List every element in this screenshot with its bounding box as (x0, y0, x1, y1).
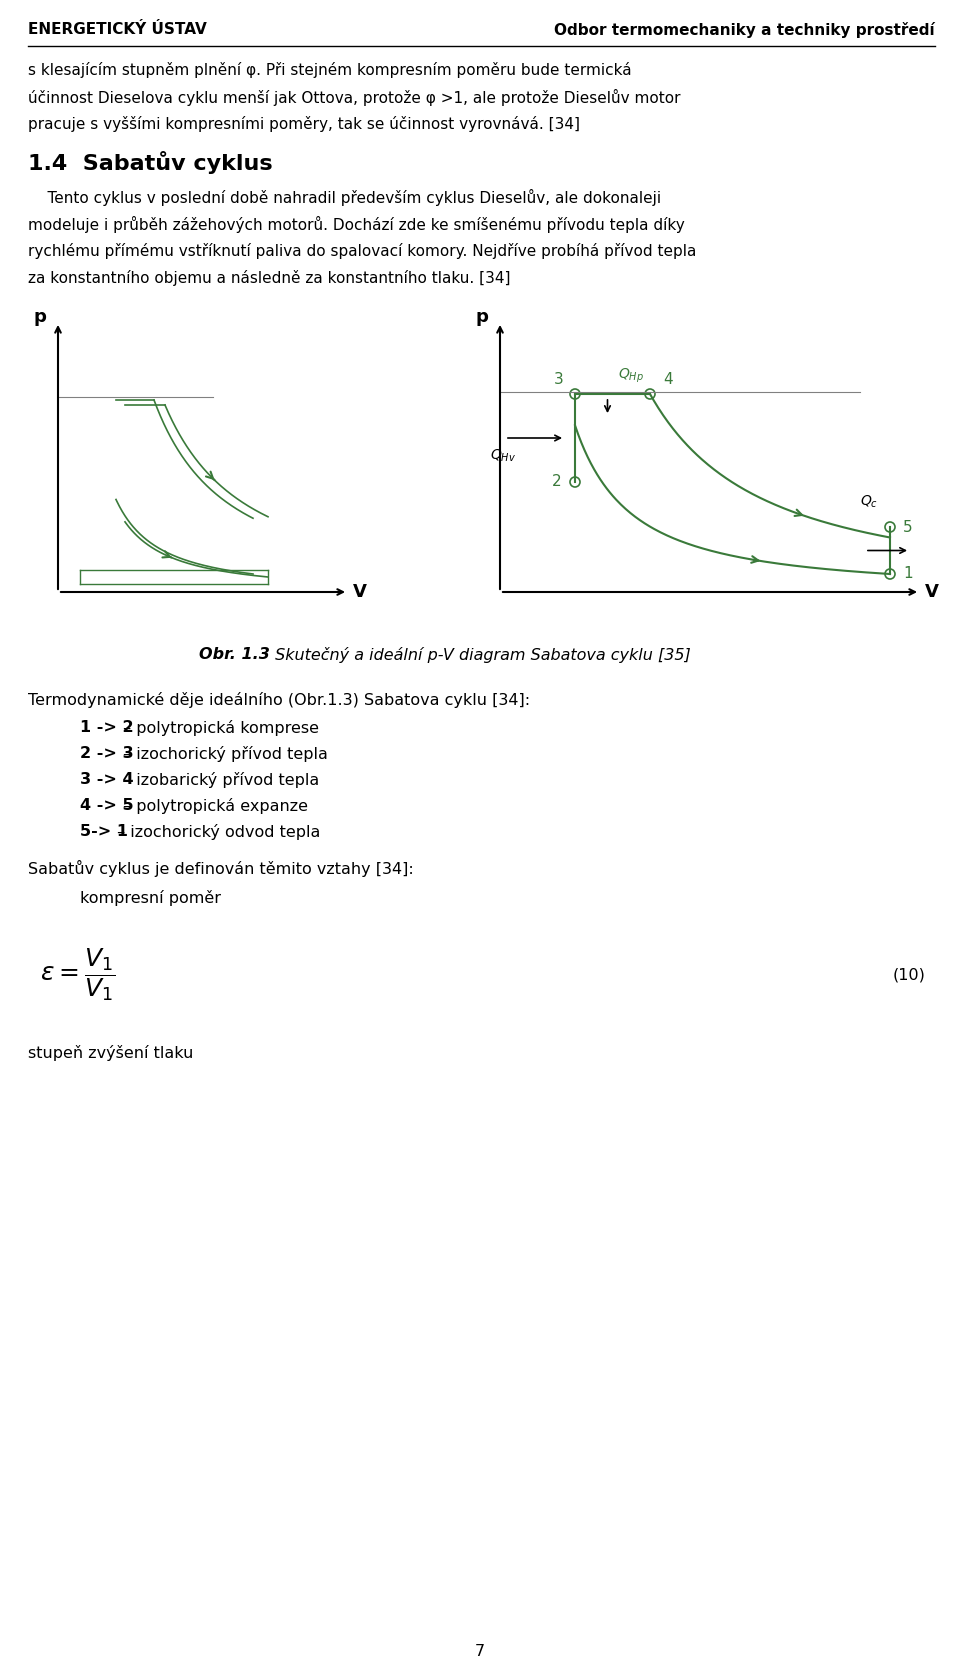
Text: 5: 5 (903, 520, 913, 535)
Text: 2: 2 (552, 475, 562, 490)
Text: rychlému přímému vstříknutí paliva do spalovací komory. Nejdříve probíhá přívod : rychlému přímému vstříknutí paliva do sp… (28, 242, 696, 259)
Text: – izobarický přívod tepla: – izobarický přívod tepla (118, 772, 320, 789)
Text: $Q_c$: $Q_c$ (860, 495, 878, 510)
Text: 1: 1 (903, 566, 913, 582)
Text: $Q_{Hp}$: $Q_{Hp}$ (617, 368, 643, 384)
Text: – polytropická komprese: – polytropická komprese (118, 720, 320, 735)
Text: 1.4  Sabatův cyklus: 1.4 Sabatův cyklus (28, 150, 273, 174)
Text: Tento cyklus v poslední době nahradil především cyklus Dieselův, ale dokonaleji: Tento cyklus v poslední době nahradil př… (28, 189, 661, 206)
Text: 3 -> 4: 3 -> 4 (80, 772, 133, 787)
Text: – izochorický přívod tepla: – izochorický přívod tepla (118, 745, 328, 762)
Text: s klesajícím stupněm plnění φ. Při stejném kompresním poměru bude termická: s klesajícím stupněm plnění φ. Při stejn… (28, 62, 632, 79)
Text: za konstantního objemu a následně za konstantního tlaku. [34]: za konstantního objemu a následně za kon… (28, 271, 511, 286)
Text: 3: 3 (554, 373, 564, 388)
Text: účinnost Dieselova cyklu menší jak Ottova, protože φ >1, ale protože Dieselův mo: účinnost Dieselova cyklu menší jak Ottov… (28, 89, 681, 105)
Text: pracuje s vyššími kompresními poměry, tak se účinnost vyrovnává. [34]: pracuje s vyššími kompresními poměry, ta… (28, 115, 580, 132)
Text: – izochorický odvod tepla: – izochorický odvod tepla (112, 824, 321, 841)
Text: Obr. 1.3: Obr. 1.3 (199, 647, 270, 662)
Text: Termodynamické děje ideálního (Obr.1.3) Sabatova cyklu [34]:: Termodynamické děje ideálního (Obr.1.3) … (28, 692, 530, 709)
Text: – polytropická expanze: – polytropická expanze (118, 799, 308, 814)
Text: modeluje i průběh zážehových motorů. Dochází zde ke smíšenému přívodu tepla díky: modeluje i průběh zážehových motorů. Doc… (28, 216, 684, 232)
Text: $Q_{Hv}$: $Q_{Hv}$ (490, 448, 516, 465)
Text: V: V (925, 583, 939, 602)
Text: kompresní poměr: kompresní poměr (80, 891, 221, 906)
Text: p: p (34, 307, 46, 326)
Text: p: p (475, 307, 489, 326)
Text: $\varepsilon = \dfrac{V_{1}}{V_{1}}$: $\varepsilon = \dfrac{V_{1}}{V_{1}}$ (40, 947, 115, 1003)
Text: 1 -> 2: 1 -> 2 (80, 720, 133, 735)
Text: Skutečný a ideální p-V diagram Sabatova cyklu [35]: Skutečný a ideální p-V diagram Sabatova … (270, 647, 691, 663)
Text: 5-> 1: 5-> 1 (80, 824, 128, 839)
Text: 7: 7 (475, 1644, 485, 1659)
Text: ENERGETICKÝ ÚSTAV: ENERGETICKÝ ÚSTAV (28, 22, 206, 37)
Text: Sabatův cyklus je definován těmito vztahy [34]:: Sabatův cyklus je definován těmito vztah… (28, 861, 414, 877)
Text: stupeň zvýšení tlaku: stupeň zvýšení tlaku (28, 1044, 193, 1061)
Text: Odbor termomechaniky a techniky prostředí: Odbor termomechaniky a techniky prostřed… (554, 22, 935, 38)
Text: 2 -> 3: 2 -> 3 (80, 745, 133, 760)
Text: 4: 4 (663, 373, 673, 388)
Text: V: V (353, 583, 367, 602)
Text: (10): (10) (892, 968, 925, 983)
Text: 4 -> 5: 4 -> 5 (80, 799, 133, 814)
